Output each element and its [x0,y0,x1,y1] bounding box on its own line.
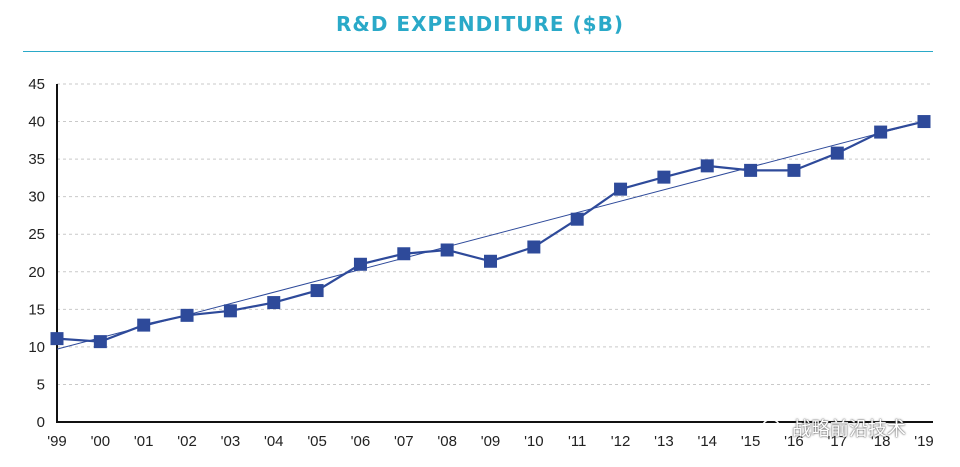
x-tick-label: '17 [828,433,848,450]
data-point [700,159,714,173]
data-point [874,125,888,139]
y-tick-label: 5 [37,376,45,393]
data-point [917,115,931,129]
x-tick-label: '18 [871,433,891,450]
data-point [527,240,541,254]
data-point [397,247,411,261]
data-markers [50,115,931,349]
x-tick-label: '13 [654,433,674,450]
x-tick-labels: '99 '00 '01 '02 '03 '04 '05 '06 '07 '08 '09 '10 '11 '… [47,433,934,450]
series-line [56,120,925,343]
data-point [657,170,671,184]
data-point [570,212,584,226]
x-tick-label: '04 [264,433,284,450]
x-tick-label: '01 [134,433,154,450]
x-tick-label: '16 [784,433,804,450]
watermark: 战略前沿技术 [762,414,906,441]
data-point [484,254,497,268]
data-point [830,146,844,160]
data-point [614,182,628,196]
data-point [93,335,107,349]
x-tick-label: '99 [47,433,67,450]
y-tick-label: 35 [28,151,45,168]
x-tick-label: '00 [91,433,111,450]
data-point [180,308,194,322]
x-tick-label: '10 [524,433,544,450]
y-tick-label: 15 [28,301,45,318]
x-tick-label: '15 [741,433,761,450]
title-rule [23,51,933,52]
y-tick-label: 25 [28,226,45,243]
chart-title: R&D EXPENDITURE ($B) [336,12,624,36]
y-tick-label: 40 [28,114,45,131]
y-tick-label: 45 [28,76,45,93]
x-tick-label: '05 [307,433,327,450]
data-point [267,296,281,310]
x-tick-label: '02 [177,433,197,450]
wechat-icon [762,418,786,437]
x-tick-label: '19 [914,433,934,450]
x-tick-label: '12 [611,433,631,450]
y-tick-label: 30 [28,189,45,206]
x-tick-label: '06 [351,433,371,450]
x-tick-label: '03 [221,433,241,450]
data-point [787,163,801,177]
x-tick-label: '07 [394,433,414,450]
data-point [310,284,324,298]
x-tick-label: '11 [568,433,586,450]
data-point [353,257,367,271]
data-point [440,243,454,257]
data-point [223,304,237,318]
y-tick-label: 20 [28,264,45,281]
y-tick-labels: 0 5 10 15 20 25 30 35 40 45 [28,76,45,431]
data-point [137,318,151,332]
data-point [50,332,64,346]
y-tick-label: 0 [37,414,45,431]
trend-line [56,121,925,350]
data-point [744,163,758,177]
watermark-text: 战略前沿技术 [792,418,907,440]
x-tick-label: '08 [437,433,457,450]
y-tick-label: 10 [28,339,45,356]
x-tick-label: '14 [697,433,717,450]
x-tick-label: '09 [481,433,501,450]
